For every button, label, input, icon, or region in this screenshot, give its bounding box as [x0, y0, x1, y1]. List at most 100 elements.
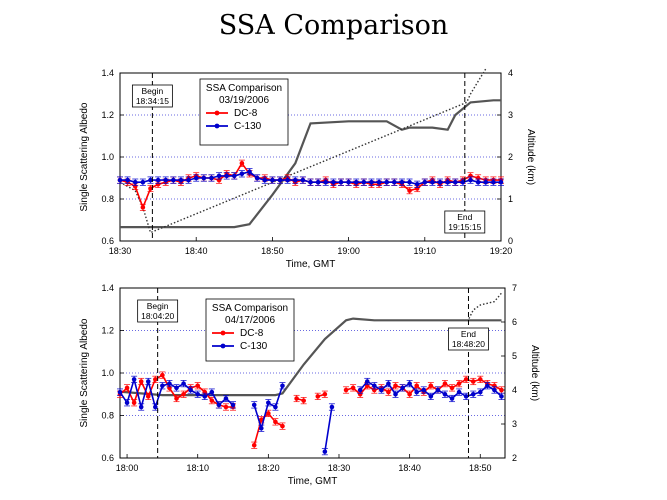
legend-box: [199, 78, 289, 146]
c130-point: [247, 169, 252, 174]
c130-point: [399, 179, 405, 185]
dc8-point: [181, 391, 186, 397]
c130-point: [376, 179, 382, 185]
legend-date: 03/19/2006: [219, 95, 269, 106]
dc8-point: [251, 442, 257, 448]
legend-dc8-swatch-point: [214, 110, 220, 116]
legend-date: 04/17/2006: [225, 315, 275, 326]
dc8-point: [160, 372, 165, 378]
c130-point: [372, 383, 377, 389]
x-tick-label: 19:10: [414, 246, 437, 256]
y-tick-label: 1.2: [101, 110, 114, 120]
y-tick-label: 1.4: [101, 283, 114, 293]
c130-point: [393, 391, 398, 397]
y-tick-label: 1.0: [101, 368, 114, 378]
c130-point: [174, 385, 179, 391]
end-marker-box: [448, 327, 489, 351]
dc8-point: [442, 381, 448, 386]
c130-point: [300, 177, 306, 183]
c130-point: [193, 175, 199, 181]
c130-point: [331, 179, 336, 185]
c130-point: [475, 179, 481, 185]
c130-point: [254, 175, 260, 181]
c130-point: [308, 179, 313, 185]
chart-panel-1: [117, 68, 504, 242]
c130-point: [386, 381, 391, 386]
c130-point: [442, 391, 448, 397]
x-tick-label: 18:10: [186, 463, 209, 473]
c130-point: [392, 179, 397, 185]
c130-point: [384, 179, 390, 185]
dc8-point: [350, 385, 356, 391]
legend-c130-swatch-point: [220, 343, 226, 349]
dc8-point: [266, 411, 271, 416]
page-title: SSA Comparison: [218, 10, 449, 41]
y-tick-label: 0.8: [101, 194, 114, 204]
c130-point: [379, 387, 384, 393]
y-tick-label: 0.6: [101, 453, 114, 463]
begin-marker-box: [131, 84, 173, 108]
x-tick-label: 19:20: [490, 246, 513, 256]
c130-point: [468, 177, 473, 183]
c130-point: [273, 404, 278, 410]
x-tick-label: 18:50: [469, 463, 492, 473]
c130-point: [232, 173, 237, 179]
dc8-point: [124, 385, 130, 391]
c130-point: [449, 396, 455, 401]
x-tick-label: 19:00: [337, 246, 360, 256]
c130-point: [145, 379, 151, 384]
y-axis-label: Single Scattering Albedo: [79, 102, 90, 211]
dc8-point: [477, 377, 483, 382]
x-tick-label: 18:20: [257, 463, 280, 473]
end-marker-time: 18:48:20: [452, 339, 485, 349]
begin-marker-box: [137, 299, 179, 323]
dc8-point: [174, 396, 179, 401]
y2-tick-label: 4: [508, 68, 513, 78]
c130-point: [251, 402, 257, 408]
c130-point: [338, 179, 344, 185]
c130-point: [131, 377, 137, 382]
dc8-point: [195, 383, 201, 389]
c130-point: [421, 387, 427, 393]
altitude-line: [120, 99, 501, 229]
c130-point: [477, 389, 483, 395]
legend-dc8-swatch-point: [220, 330, 226, 336]
c130-point: [178, 177, 184, 183]
y-tick-label: 1.4: [101, 68, 114, 78]
altitude-line: [119, 317, 502, 397]
c130-point: [414, 389, 419, 395]
end-marker-label: End: [457, 212, 472, 222]
c130-point: [329, 404, 335, 410]
dc8-point: [258, 417, 264, 423]
y2-tick-label: 1: [508, 194, 513, 204]
c130-point: [460, 179, 466, 185]
c130-point: [117, 177, 123, 183]
c130-point: [148, 177, 153, 183]
dc8-point: [273, 419, 278, 425]
y2-tick-label: 4: [512, 385, 517, 395]
c130-point: [491, 179, 496, 185]
c130-point: [452, 179, 458, 185]
y-tick-label: 1.0: [101, 152, 114, 162]
dc8-point: [407, 391, 412, 397]
dc8-point: [449, 385, 455, 391]
dc8-point: [414, 383, 419, 389]
c130-point: [435, 387, 441, 393]
y2-tick-label: 5: [512, 351, 517, 361]
c130-point: [407, 179, 412, 185]
legend-c130-label: C-130: [240, 341, 268, 352]
c130-point: [209, 389, 215, 395]
dc8-point: [343, 387, 349, 393]
dc8-point: [223, 404, 229, 410]
c130-point: [400, 385, 405, 391]
y-axis-label: Single Scattering Albedo: [79, 318, 90, 427]
legend-dc8-label: DC-8: [234, 108, 258, 119]
c130-point: [163, 177, 169, 183]
dc8-point: [393, 383, 398, 389]
c130-point: [492, 387, 497, 393]
legend-c130-label: C-130: [234, 121, 262, 132]
c130-point: [407, 381, 412, 386]
y2-tick-label: 6: [512, 317, 517, 327]
x-tick-label: 18:40: [398, 463, 421, 473]
